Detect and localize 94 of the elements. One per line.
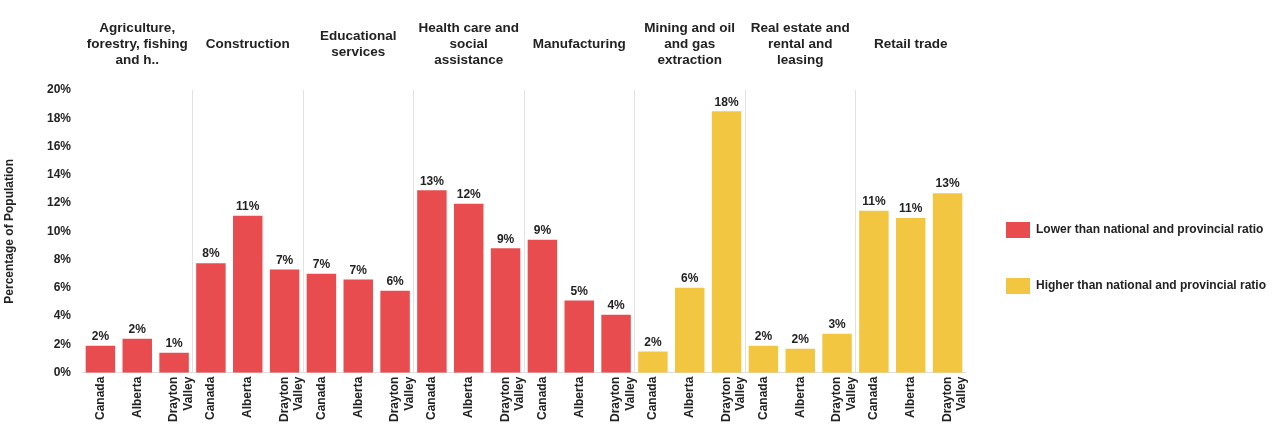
- x-tick-label: Drayton Valley: [276, 376, 306, 422]
- data-label: 13%: [935, 176, 960, 191]
- bar: [822, 333, 852, 373]
- x-tick-label: Drayton Valley: [166, 376, 195, 422]
- data-label: 2%: [754, 329, 773, 344]
- y-tick-label: 16%: [46, 138, 72, 153]
- y-tick-label: 4%: [53, 308, 72, 323]
- data-label: 11%: [236, 199, 260, 214]
- x-tick-label: Canada: [534, 376, 549, 421]
- data-label: 6%: [386, 274, 405, 288]
- data-label: 7%: [312, 257, 331, 272]
- y-axis-title: Percentage of Population: [1, 158, 16, 304]
- data-label: 11%: [862, 194, 886, 209]
- x-tick-label: Canada: [313, 376, 328, 421]
- bar: [122, 338, 152, 373]
- x-tick-label: Canada: [866, 376, 881, 421]
- data-label: 2%: [644, 334, 662, 349]
- bar: [932, 193, 963, 373]
- y-tick-label: 12%: [46, 195, 72, 210]
- y-tick-label: 6%: [53, 280, 72, 295]
- y-tick-label: 2%: [53, 336, 72, 351]
- x-tick-label: Drayton Valley: [608, 376, 637, 422]
- bar: [380, 290, 410, 373]
- x-tick-label: Drayton Valley: [829, 376, 858, 422]
- bar: [638, 351, 668, 373]
- x-tick-label: Alberta: [682, 376, 697, 418]
- x-tick-label: Alberta: [461, 376, 476, 418]
- bar: [490, 248, 521, 373]
- bar: [343, 279, 373, 373]
- x-tick-label: Alberta: [571, 376, 586, 418]
- bar: [196, 263, 226, 373]
- x-tick-label: Drayton Valley: [497, 376, 527, 422]
- x-tick-label: Alberta: [240, 376, 255, 418]
- data-label: 18%: [714, 94, 739, 109]
- data-label: 4%: [607, 298, 626, 313]
- x-tick-label: Drayton Valley: [939, 376, 969, 422]
- y-tick-label: 14%: [46, 167, 72, 182]
- text: Educational services: [319, 27, 397, 59]
- data-label: 8%: [202, 246, 220, 261]
- bar: [159, 352, 189, 373]
- data-label: 5%: [570, 283, 589, 298]
- bar: [527, 239, 558, 373]
- x-tick-label: Canada: [755, 376, 770, 421]
- y-tick-label: 10%: [46, 223, 72, 238]
- x-tick-label: Canada: [424, 376, 439, 421]
- data-label: 12%: [456, 187, 482, 202]
- text: Health care and social assistance: [418, 19, 520, 67]
- x-tick-label: Drayton Valley: [718, 376, 748, 422]
- text: Mining and oil and gas extraction: [644, 19, 736, 67]
- bar: [306, 273, 337, 373]
- bar: [233, 215, 263, 373]
- bar: [748, 345, 779, 373]
- x-tick-label: Alberta: [129, 376, 144, 418]
- x-tick-label: Alberta: [792, 376, 807, 418]
- data-label: 1%: [165, 336, 184, 351]
- data-label: 2%: [91, 329, 110, 344]
- x-tick-label: Canada: [203, 376, 218, 421]
- y-tick-label: 0%: [53, 364, 72, 379]
- data-label: 13%: [419, 173, 445, 188]
- x-tick-label: Alberta: [903, 376, 918, 418]
- data-label: 3%: [828, 317, 847, 332]
- bar: [564, 300, 594, 373]
- x-tick-label: Canada: [92, 376, 107, 421]
- text: Retail trade: [873, 35, 948, 51]
- y-tick-label: 8%: [53, 251, 72, 266]
- legend-label: Higher than national and provincial ratio: [1035, 278, 1266, 293]
- bar: [269, 269, 300, 373]
- y-tick-label: 18%: [46, 110, 72, 125]
- text: Real estate and rental and leasing: [750, 19, 850, 67]
- bar: [785, 348, 815, 373]
- x-tick-label: Drayton Valley: [387, 376, 416, 422]
- text: Construction: [205, 35, 290, 51]
- y-tick-label: 20%: [46, 82, 72, 97]
- bar: [454, 203, 484, 373]
- data-label: 7%: [275, 252, 294, 267]
- data-label: 2%: [791, 331, 810, 346]
- x-tick-label: Canada: [645, 376, 660, 421]
- data-label: 9%: [533, 223, 552, 238]
- legend-label: Lower than national and provincial ratio: [1035, 222, 1264, 237]
- text: Manufacturing: [532, 35, 626, 51]
- bar: [895, 217, 926, 373]
- data-label: 2%: [128, 322, 147, 337]
- data-label: 6%: [681, 271, 699, 286]
- bar: [601, 314, 631, 373]
- text: Agriculture, forestry, fishing and h..: [86, 19, 188, 67]
- data-label: 11%: [899, 201, 923, 216]
- data-label: 7%: [349, 262, 368, 277]
- bar: [859, 210, 889, 373]
- bar: [85, 345, 116, 373]
- data-label: 9%: [496, 231, 515, 246]
- bar: [417, 190, 447, 373]
- x-tick-label: Alberta: [350, 376, 365, 418]
- bar: [711, 111, 742, 373]
- bar: [675, 287, 705, 373]
